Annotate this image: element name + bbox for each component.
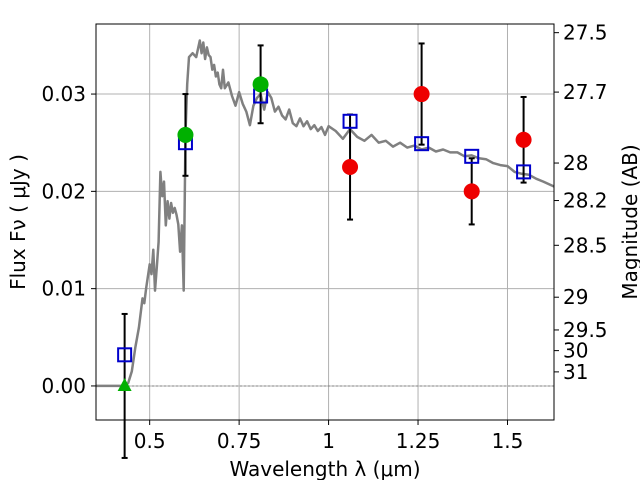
y-tick-label: 0.01: [41, 277, 86, 301]
x-axis-label: Wavelength λ (μm): [229, 457, 420, 480]
model-photometry-square: [342, 113, 358, 129]
model-photometry-square: [117, 347, 133, 363]
detection-point: [177, 126, 194, 143]
y-tick-label: 0.03: [41, 82, 86, 106]
model-photometry-square: [464, 148, 480, 164]
x-tick-label: 0.5: [134, 429, 166, 453]
y-tick-label: 0.02: [41, 179, 86, 203]
data-markers: [117, 76, 532, 391]
right-y-tick-label: 31: [563, 360, 588, 384]
measurement-point: [515, 131, 532, 148]
model-photometry-square: [414, 136, 430, 152]
measurement-point: [413, 86, 430, 103]
plot-frame: [95, 23, 555, 421]
x-tick-label: 0.75: [217, 429, 262, 453]
y-axis-label: Flux Fν ( μJy ): [6, 154, 30, 290]
upper-limit-triangle: [117, 377, 132, 391]
right-y-tick-label: 27.5: [563, 21, 608, 45]
right-y-tick-label: 28.5: [563, 233, 608, 257]
x-axis-ticks: 0.5 0.75 1 1.25 1.5: [134, 420, 524, 453]
x-tick-label: 1: [322, 429, 335, 453]
right-y-axis-label: Magnitude (AB): [618, 144, 640, 299]
model-spectrum-line: [96, 39, 555, 388]
measurement-point: [342, 159, 359, 176]
right-y-tick-label: 28.2: [563, 189, 608, 213]
x-tick-label: 1.5: [492, 429, 524, 453]
right-y-tick-label: 27.7: [563, 80, 608, 104]
measurement-point: [463, 183, 480, 200]
detection-point: [252, 76, 269, 93]
x-tick-label: 1.25: [396, 429, 441, 453]
model-photometry-square: [516, 164, 532, 180]
right-y-tick-label: 29: [563, 285, 588, 309]
right-y-tick-label: 28: [563, 151, 588, 175]
y-tick-label: 0.00: [41, 374, 86, 398]
right-y-tick-label: 30: [563, 339, 588, 363]
y-axis-ticks: 0.00 0.01 0.02 0.03: [41, 82, 96, 398]
right-y-tick-label: 29.5: [563, 318, 608, 342]
